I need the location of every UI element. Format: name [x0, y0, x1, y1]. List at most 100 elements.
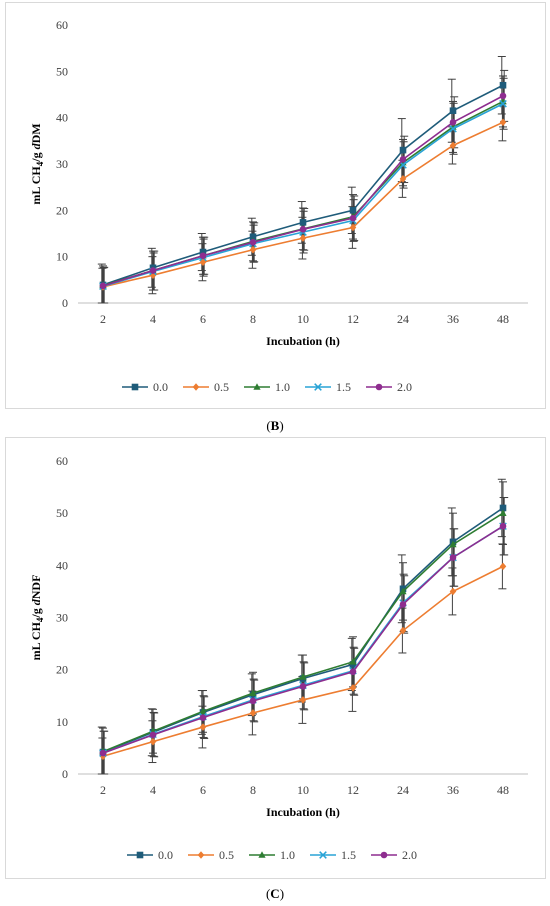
data-point-2.0	[499, 522, 507, 530]
data-point-0.5	[499, 562, 507, 571]
series-line-2.0	[102, 95, 504, 287]
x-tick-label: 6	[200, 783, 206, 797]
data-point-2.0	[249, 697, 257, 705]
data-point-0.0	[399, 146, 407, 154]
y-tick-label: 0	[62, 767, 68, 781]
x-tick-label: 12	[347, 783, 359, 797]
chart-panel-c: 0 10 20 30 40 50 60 2 4 6 8 10 12 24 36 48 Incubation (h…	[5, 437, 546, 879]
data-point-1.0	[399, 587, 407, 595]
legend-label: 1.5	[341, 848, 356, 862]
legend-label: 2.0	[397, 380, 412, 394]
data-point-0.5	[199, 258, 207, 267]
x-tick-label: 24	[397, 312, 409, 326]
data-point-0.5	[449, 141, 457, 150]
legend: 0.0 0.5 1.0 1.5 2.0	[122, 380, 412, 394]
data-point-2.0	[349, 668, 357, 676]
x-tick-label: 8	[250, 312, 256, 326]
legend-marker	[131, 383, 139, 391]
x-axis-title: Incubation (h)	[266, 805, 340, 819]
data-point-0.5	[149, 737, 157, 746]
data-point-2.0	[99, 282, 107, 290]
legend-marker	[192, 383, 200, 391]
data-point-1.5	[499, 99, 507, 108]
y-tick-label: 20	[56, 203, 68, 217]
data-point-2.0	[149, 731, 157, 739]
y-tick-label: 30	[56, 611, 68, 625]
legend-label: 1.0	[280, 848, 295, 862]
x-tick-label: 2	[100, 312, 106, 326]
y-tick-label: 60	[56, 454, 68, 468]
legend-marker	[319, 851, 327, 859]
legend-marker	[253, 383, 261, 390]
data-point-2.0	[299, 683, 307, 690]
data-point-2.0	[399, 156, 407, 163]
y-tick-label: 40	[56, 111, 68, 125]
y-tick-label: 50	[56, 64, 68, 78]
data-point-1.0	[299, 673, 307, 680]
chart-panel-b: 0 10 20 30 40 50 60 2 4 6 8 10 12 24 36 48 Incubation (h…	[5, 2, 546, 409]
y-tick-label: 10	[56, 250, 68, 264]
legend-marker	[197, 851, 205, 859]
y-axis-title: mL CH4/g dDM	[29, 123, 45, 204]
data-point-0.5	[249, 709, 257, 717]
legend-label: 0.0	[153, 380, 168, 394]
legend-item-2.0: 2.0	[366, 380, 412, 394]
data-point-2.0	[199, 252, 207, 260]
legend-item-1.0: 1.0	[244, 380, 290, 394]
legend-label: 0.0	[158, 848, 173, 862]
x-tick-label: 48	[497, 312, 509, 326]
x-tick-label: 6	[200, 312, 206, 326]
legend-item-0.5: 0.5	[183, 380, 229, 394]
data-point-2.0	[499, 92, 507, 100]
data-point-0.5	[199, 723, 207, 731]
legend-item-0.5: 0.5	[188, 848, 234, 862]
data-point-0.5	[499, 118, 507, 127]
x-tick-label: 48	[497, 783, 509, 797]
y-axis-title: mL CH4/g dNDF	[29, 575, 45, 661]
caption-b: (B)	[266, 418, 284, 433]
x-tick-label: 10	[297, 312, 309, 326]
data-point-0.5	[349, 223, 357, 232]
legend-marker	[380, 851, 388, 859]
x-tick-label: 4	[150, 783, 156, 797]
x-tick-label: 36	[447, 783, 459, 797]
legend-marker	[375, 383, 383, 391]
legend-label: 1.0	[275, 380, 290, 394]
caption-c: (C)	[265, 886, 285, 901]
series-line-1.5	[102, 525, 504, 754]
legend-item-0.0: 0.0	[127, 848, 173, 862]
data-point-2.0	[449, 554, 457, 561]
legend-label: 2.0	[402, 848, 417, 862]
data-point-2.0	[449, 119, 457, 126]
data-point-1.0	[249, 689, 257, 696]
data-point-2.0	[299, 226, 307, 233]
legend-label: 0.5	[214, 380, 229, 394]
data-point-1.0	[499, 509, 507, 516]
x-tick-label: 36	[447, 312, 459, 326]
data-point-2.0	[99, 749, 107, 757]
series-line-0.0	[102, 84, 504, 286]
x-tick-label: 2	[100, 783, 106, 797]
data-point-0.5	[299, 234, 307, 242]
y-tick-label: 0	[62, 296, 68, 310]
data-point-0.5	[399, 626, 407, 635]
data-point-1.0	[349, 658, 357, 665]
data-point-0.0	[449, 107, 457, 115]
x-tick-label: 24	[397, 783, 409, 797]
data-point-0.5	[399, 175, 407, 183]
data-point-2.0	[149, 267, 157, 274]
data-point-1.0	[449, 540, 457, 548]
legend: 0.0 0.5 1.0 1.5 2.0	[127, 848, 417, 862]
data-point-0.0	[349, 207, 357, 214]
data-point-0.5	[349, 684, 357, 692]
data-point-0.0	[249, 233, 257, 241]
legend-item-1.0: 1.0	[249, 848, 295, 862]
y-tick-label: 60	[56, 18, 68, 32]
data-point-0.5	[299, 696, 307, 704]
caption-c-letter: C	[270, 886, 280, 901]
y-tick-label: 30	[56, 157, 68, 171]
y-tick-label: 10	[56, 715, 68, 729]
x-tick-label: 10	[297, 783, 309, 797]
x-tick-label: 12	[347, 312, 359, 326]
